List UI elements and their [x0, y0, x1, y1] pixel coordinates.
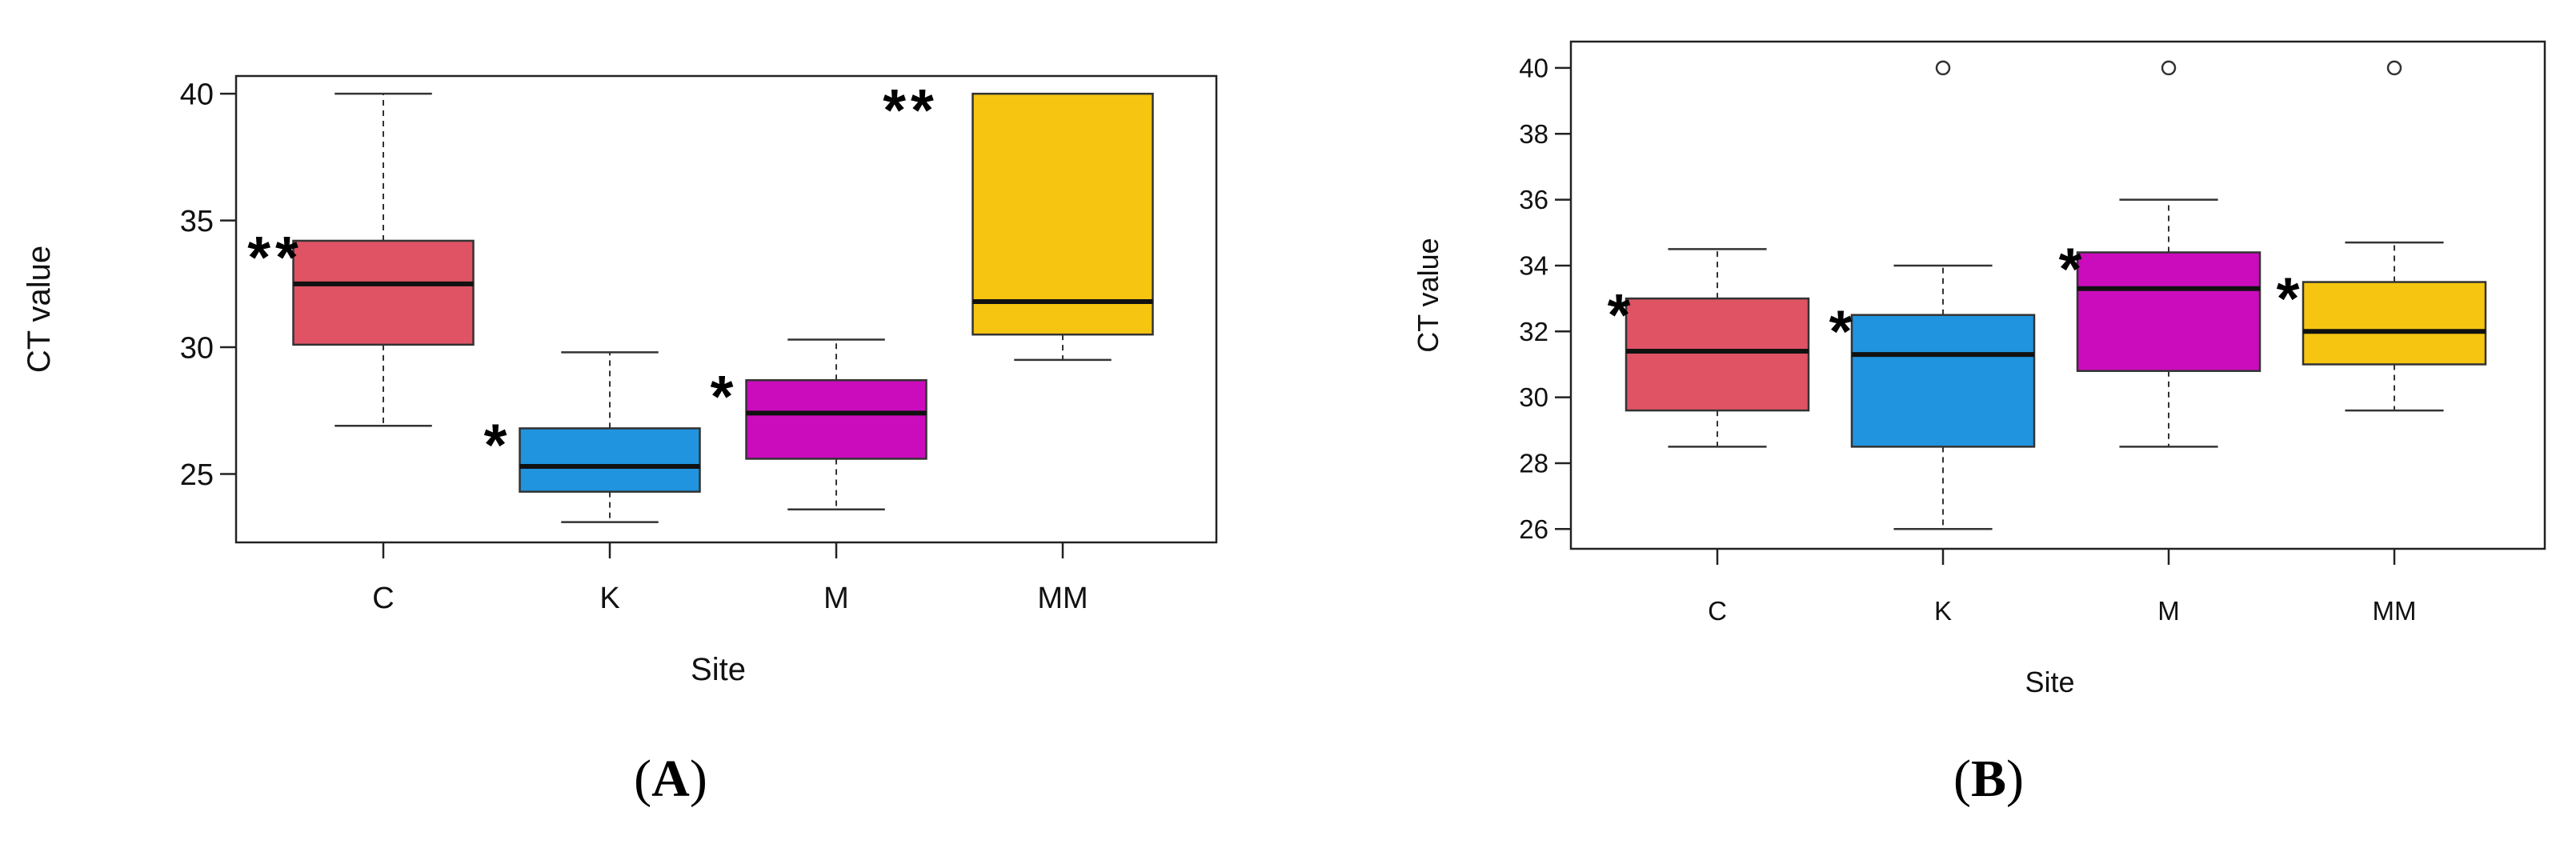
- outlier-point: [2161, 60, 2177, 76]
- panel-label: (B): [1953, 750, 2024, 808]
- plot-frame: [234, 74, 1218, 544]
- y-tick-label: 40: [180, 78, 214, 111]
- box-C: [292, 239, 475, 346]
- significance-marker: *: [484, 411, 512, 478]
- y-tick-label: 28: [1519, 449, 1548, 478]
- y-tick-label: 35: [180, 205, 214, 238]
- chart-panel-a: 25 30 35 40 C ** K * M * MM ** Site CT value (A): [22, 74, 1218, 808]
- box-MM: [2302, 281, 2487, 366]
- box-M: [2076, 251, 2262, 372]
- x-axis-title: Site: [691, 652, 746, 687]
- y-tick-label: 34: [1519, 250, 1548, 280]
- y-tick-label: 30: [1519, 382, 1548, 412]
- y-tick-label: 32: [1519, 317, 1548, 346]
- x-tick-label: C: [1708, 596, 1727, 626]
- y-tick-label: 30: [180, 331, 214, 365]
- box-K: [1850, 314, 2036, 448]
- y-tick-label: 25: [180, 458, 214, 492]
- plot-frame: [1569, 40, 2546, 550]
- box-K: [519, 427, 701, 493]
- y-tick-label: 26: [1519, 514, 1548, 544]
- significance-marker: **: [247, 224, 303, 290]
- outlier-point: [1935, 60, 1951, 76]
- significance-marker: **: [883, 77, 939, 143]
- box-MM: [972, 92, 1154, 336]
- significance-marker: *: [1829, 298, 1857, 365]
- x-tick-label: MM: [1037, 582, 1088, 615]
- x-axis-title: Site: [2025, 666, 2074, 698]
- outlier-point: [2386, 60, 2402, 76]
- x-tick-label: C: [372, 582, 394, 615]
- significance-marker: *: [2059, 235, 2087, 302]
- significance-marker: *: [2277, 265, 2305, 331]
- y-axis-title: CT value: [22, 246, 57, 373]
- y-tick-label: 38: [1519, 119, 1548, 149]
- box-M: [745, 378, 927, 460]
- significance-marker: *: [1608, 282, 1636, 348]
- box-C: [1625, 297, 1810, 412]
- chart-panel-b: 26 28 30 32 34 36 38 40 C * K * M * MM * Site CT value (B): [1412, 40, 2546, 808]
- x-tick-label: MM: [2373, 596, 2417, 626]
- x-tick-label: K: [599, 582, 619, 615]
- panel-label: (A): [634, 750, 707, 808]
- x-tick-label: M: [823, 582, 849, 615]
- significance-marker: *: [711, 363, 739, 430]
- x-tick-label: M: [2157, 596, 2180, 626]
- y-axis-title: CT value: [1412, 238, 1444, 352]
- y-tick-label: 40: [1519, 53, 1548, 82]
- y-tick-label: 36: [1519, 185, 1548, 214]
- x-tick-label: K: [1934, 596, 1952, 626]
